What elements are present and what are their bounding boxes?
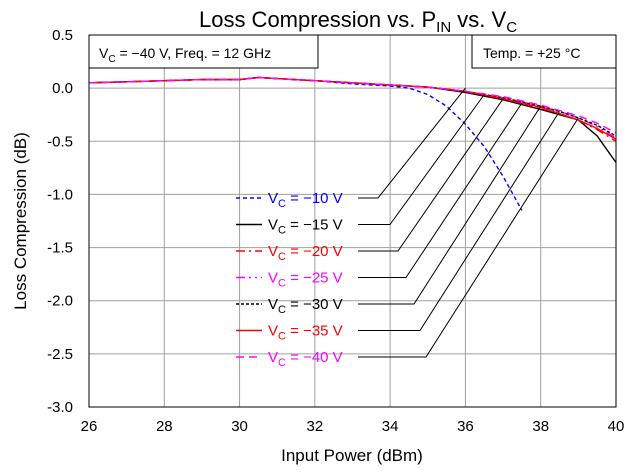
- legend-label-2: VC = −15 V: [268, 217, 343, 237]
- y-axis-label: Loss Compression (dB): [11, 132, 30, 310]
- x-tick-label: 26: [81, 418, 98, 435]
- series-line-2: [88, 76, 617, 163]
- y-tick-label: 0.0: [52, 80, 73, 97]
- conditions-text: VC = −40 V, Freq. = 12 GHz: [99, 45, 271, 65]
- grid: [89, 35, 616, 407]
- series-line-3: [88, 76, 617, 142]
- x-tick-label: 32: [307, 418, 324, 435]
- leader-line-2: [358, 94, 485, 225]
- plot-frame: [88, 34, 617, 408]
- series-layer: [88, 76, 617, 211]
- conditions-box: [88, 34, 319, 69]
- x-tick-label: 40: [608, 418, 625, 435]
- series-line-7: [88, 76, 617, 134]
- legend-label-7: VC = −40 V: [268, 349, 343, 369]
- legend: VC = −10 V VC = −15 V VC = −20 V VC = −25 V…: [236, 190, 343, 369]
- leader-line-7: [358, 117, 579, 358]
- temp-text: Temp. = +25 °C: [483, 45, 580, 61]
- legend-label-4: VC = −25 V: [268, 270, 343, 290]
- legend-label-6: VC = −35 V: [268, 323, 343, 343]
- x-tick-label: 36: [457, 418, 474, 435]
- leader-line-3: [358, 98, 504, 252]
- y-tick-label: -2.5: [47, 346, 73, 363]
- leader-line-1: [358, 87, 466, 199]
- y-tick-label: -1.0: [47, 186, 73, 203]
- x-tick-label: 38: [532, 418, 549, 435]
- temp-box: [471, 34, 617, 69]
- x-tick-label: 30: [231, 418, 248, 435]
- ticks: 26 28 30 32 34 36 38 40 0.5 0.0 -0.5 -1.0 -1.5 -2.0 -2…: [47, 27, 624, 435]
- chart-title: Loss Compression vs. PIN vs. VC: [199, 7, 517, 36]
- x-axis-label: Input Power (dBm): [281, 446, 423, 465]
- leader-lines: [358, 87, 579, 358]
- y-tick-label: -0.5: [47, 133, 73, 150]
- legend-label-1: VC = −10 V: [268, 190, 343, 210]
- y-tick-label: -3.0: [47, 399, 73, 416]
- legend-label-5: VC = −30 V: [268, 296, 343, 316]
- x-tick-label: 28: [156, 418, 173, 435]
- y-tick-label: -2.0: [47, 293, 73, 310]
- leader-line-5: [358, 105, 542, 305]
- legend-label-3: VC = −20 V: [268, 243, 343, 263]
- x-tick-label: 34: [382, 418, 399, 435]
- y-tick-label: 0.5: [52, 27, 73, 44]
- leader-line-6: [358, 111, 560, 331]
- y-tick-label: -1.5: [47, 240, 73, 257]
- leader-line-4: [358, 102, 523, 278]
